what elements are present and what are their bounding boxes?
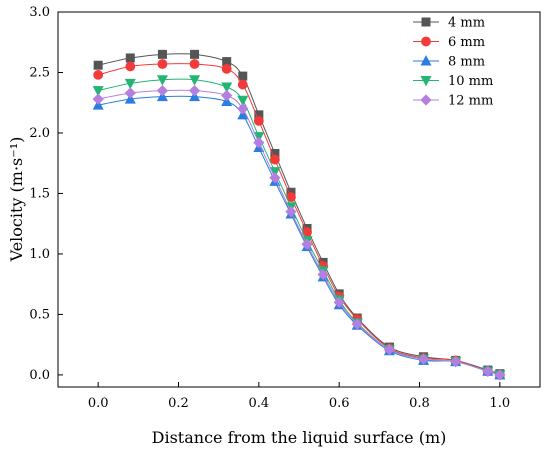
x-axis-label: Distance from the liquid surface (m) xyxy=(152,428,447,447)
data-point xyxy=(189,75,201,86)
legend-label: 8 mm xyxy=(448,55,485,70)
data-point xyxy=(317,268,329,281)
y-tick-label: 0.5 xyxy=(29,307,50,322)
series-line xyxy=(98,78,500,376)
legend-label: 4 mm xyxy=(448,16,485,31)
legend-marker xyxy=(421,17,431,27)
series-line xyxy=(98,95,500,376)
data-point xyxy=(237,79,248,90)
y-tick-label: 1.0 xyxy=(29,247,50,262)
data-point xyxy=(221,63,232,74)
data-point xyxy=(92,86,104,97)
x-tick-label: 0.8 xyxy=(409,396,430,411)
legend-entry: 10 mm xyxy=(413,74,493,89)
data-point xyxy=(253,115,264,126)
data-point xyxy=(157,59,168,69)
data-point xyxy=(482,365,494,377)
data-point xyxy=(269,154,280,165)
data-point xyxy=(238,71,248,81)
data-point xyxy=(157,49,167,59)
data-point xyxy=(124,78,136,90)
legend-entry: 8 mm xyxy=(413,55,485,70)
series-12-mm xyxy=(92,85,506,381)
data-point xyxy=(285,205,297,218)
legend-marker xyxy=(420,55,432,66)
data-point xyxy=(188,85,201,97)
x-tick-label: 0.6 xyxy=(329,396,350,411)
ticks-layer: 0.0 0.2 0.4 0.6 0.8 1.0 0.0 0.5 1.0 1.5 2.0 2.5 3.0 xyxy=(29,5,510,411)
data-point xyxy=(125,53,135,63)
data-point xyxy=(417,353,430,365)
legend-label: 10 mm xyxy=(448,74,493,89)
legend-entry: 4 mm xyxy=(413,16,485,31)
data-point xyxy=(494,369,506,381)
data-point xyxy=(237,103,249,115)
data-point xyxy=(221,89,233,102)
series-line xyxy=(98,89,500,376)
data-point xyxy=(93,70,104,80)
x-tick-label: 0.2 xyxy=(168,396,189,411)
legend-marker xyxy=(421,36,431,47)
x-tick-label: 0.0 xyxy=(88,396,109,411)
data-point xyxy=(450,355,462,368)
data-point xyxy=(125,61,136,72)
x-tick-label: 1.0 xyxy=(489,396,510,411)
x-tick-label: 0.4 xyxy=(248,396,269,411)
data-point xyxy=(190,49,200,59)
data-point xyxy=(301,238,313,250)
series-layer xyxy=(92,49,506,381)
series-6-mm xyxy=(93,59,505,380)
data-point xyxy=(302,227,312,238)
data-point xyxy=(124,87,136,99)
legend-entry: 12 mm xyxy=(413,94,493,109)
data-point xyxy=(333,296,345,308)
plot-frame xyxy=(57,11,541,388)
legend-entry: 6 mm xyxy=(413,35,485,50)
series-8-mm xyxy=(92,90,506,380)
y-tick-label: 0.0 xyxy=(29,368,50,383)
legend-label: 6 mm xyxy=(448,35,485,50)
data-point xyxy=(351,318,363,330)
data-point xyxy=(269,172,281,184)
y-axis-label: Velocity (m·s⁻¹) xyxy=(7,137,26,263)
y-tick-label: 2.5 xyxy=(29,65,50,80)
data-point xyxy=(221,82,233,93)
y-tick-label: 2.0 xyxy=(29,126,50,141)
y-tick-label: 1.5 xyxy=(29,186,50,201)
data-point xyxy=(253,137,265,149)
data-point xyxy=(156,75,168,86)
legend: 4 mm 6 mm 8 mm 10 mm 12 mm xyxy=(413,16,493,109)
series-line xyxy=(98,63,500,376)
legend-marker xyxy=(420,76,432,87)
legend-label: 12 mm xyxy=(448,94,493,109)
data-point xyxy=(383,343,395,356)
legend-marker xyxy=(420,94,432,106)
data-point xyxy=(92,93,104,105)
data-point xyxy=(189,59,200,69)
data-point xyxy=(93,60,103,70)
data-point xyxy=(237,95,249,107)
data-point xyxy=(156,85,169,97)
y-tick-label: 3.0 xyxy=(29,5,50,20)
